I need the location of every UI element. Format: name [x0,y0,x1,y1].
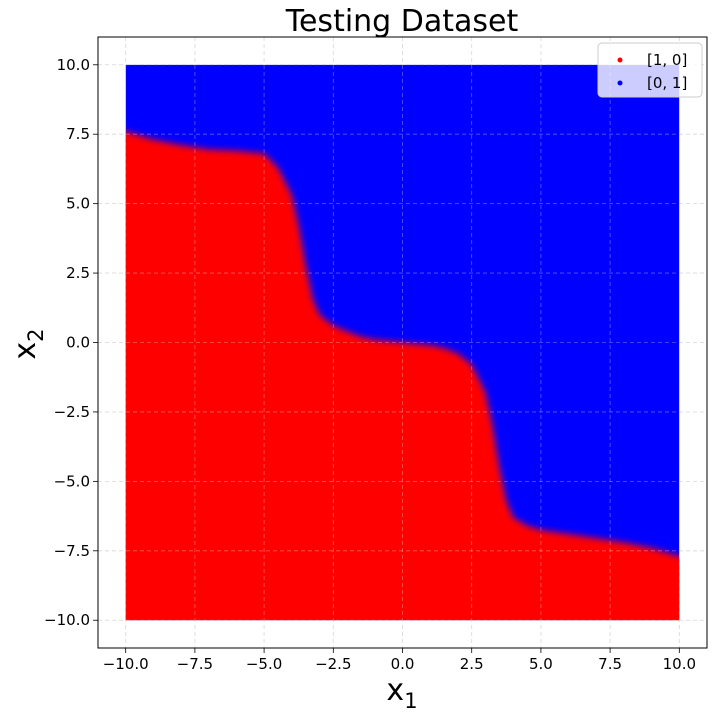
x-tick-label: −7.5 [177,655,213,673]
y-tick-label: 5.0 [66,195,90,213]
plot-area: −10.0 −7.5 −5.0 −2.5 0.0 2.5 5.0 7.5 10.0 −10.0 −7… [44,36,708,673]
y-tick-label: −10.0 [44,611,90,629]
y-tick-label: −7.5 [54,542,90,560]
chart-title: Testing Dataset [285,4,519,39]
series-region-1-0 [125,131,680,621]
x-tick-label: 10.0 [663,655,696,673]
x-axis-label: x1 [386,673,417,712]
axis-ticks: −10.0 −7.5 −5.0 −2.5 0.0 2.5 5.0 7.5 10.0 −10.0 −7… [44,56,696,673]
svg-text:x2: x2 [8,328,48,359]
x-tick-label: −5.0 [246,655,282,673]
grid-lines-over-data [98,37,707,648]
y-tick-label: −2.5 [54,403,90,421]
y-tick-label: 2.5 [66,264,90,282]
x-tick-label: 0.0 [391,655,415,673]
x-tick-label: −10.0 [103,655,149,673]
x-tick-label: 7.5 [598,655,622,673]
y-tick-label: 7.5 [66,125,90,143]
y-tick-label: 0.0 [66,334,90,352]
legend-label-1-0: [1, 0] [647,51,687,69]
y-tick-label: 10.0 [57,56,90,74]
x-tick-label: −2.5 [315,655,351,673]
legend-label-0-1: [0, 1] [647,74,687,92]
legend-marker-1-0 [617,57,623,63]
legend[interactable]: [1, 0] [0, 1] [597,42,703,98]
y-tick-label: −5.0 [54,472,90,490]
x-tick-label: 2.5 [460,655,484,673]
legend-marker-0-1 [617,80,623,86]
y-axis-label: x2 [8,328,48,359]
data-points-layer [125,64,680,621]
x-tick-label: 5.0 [529,655,553,673]
legend-box [597,42,703,98]
